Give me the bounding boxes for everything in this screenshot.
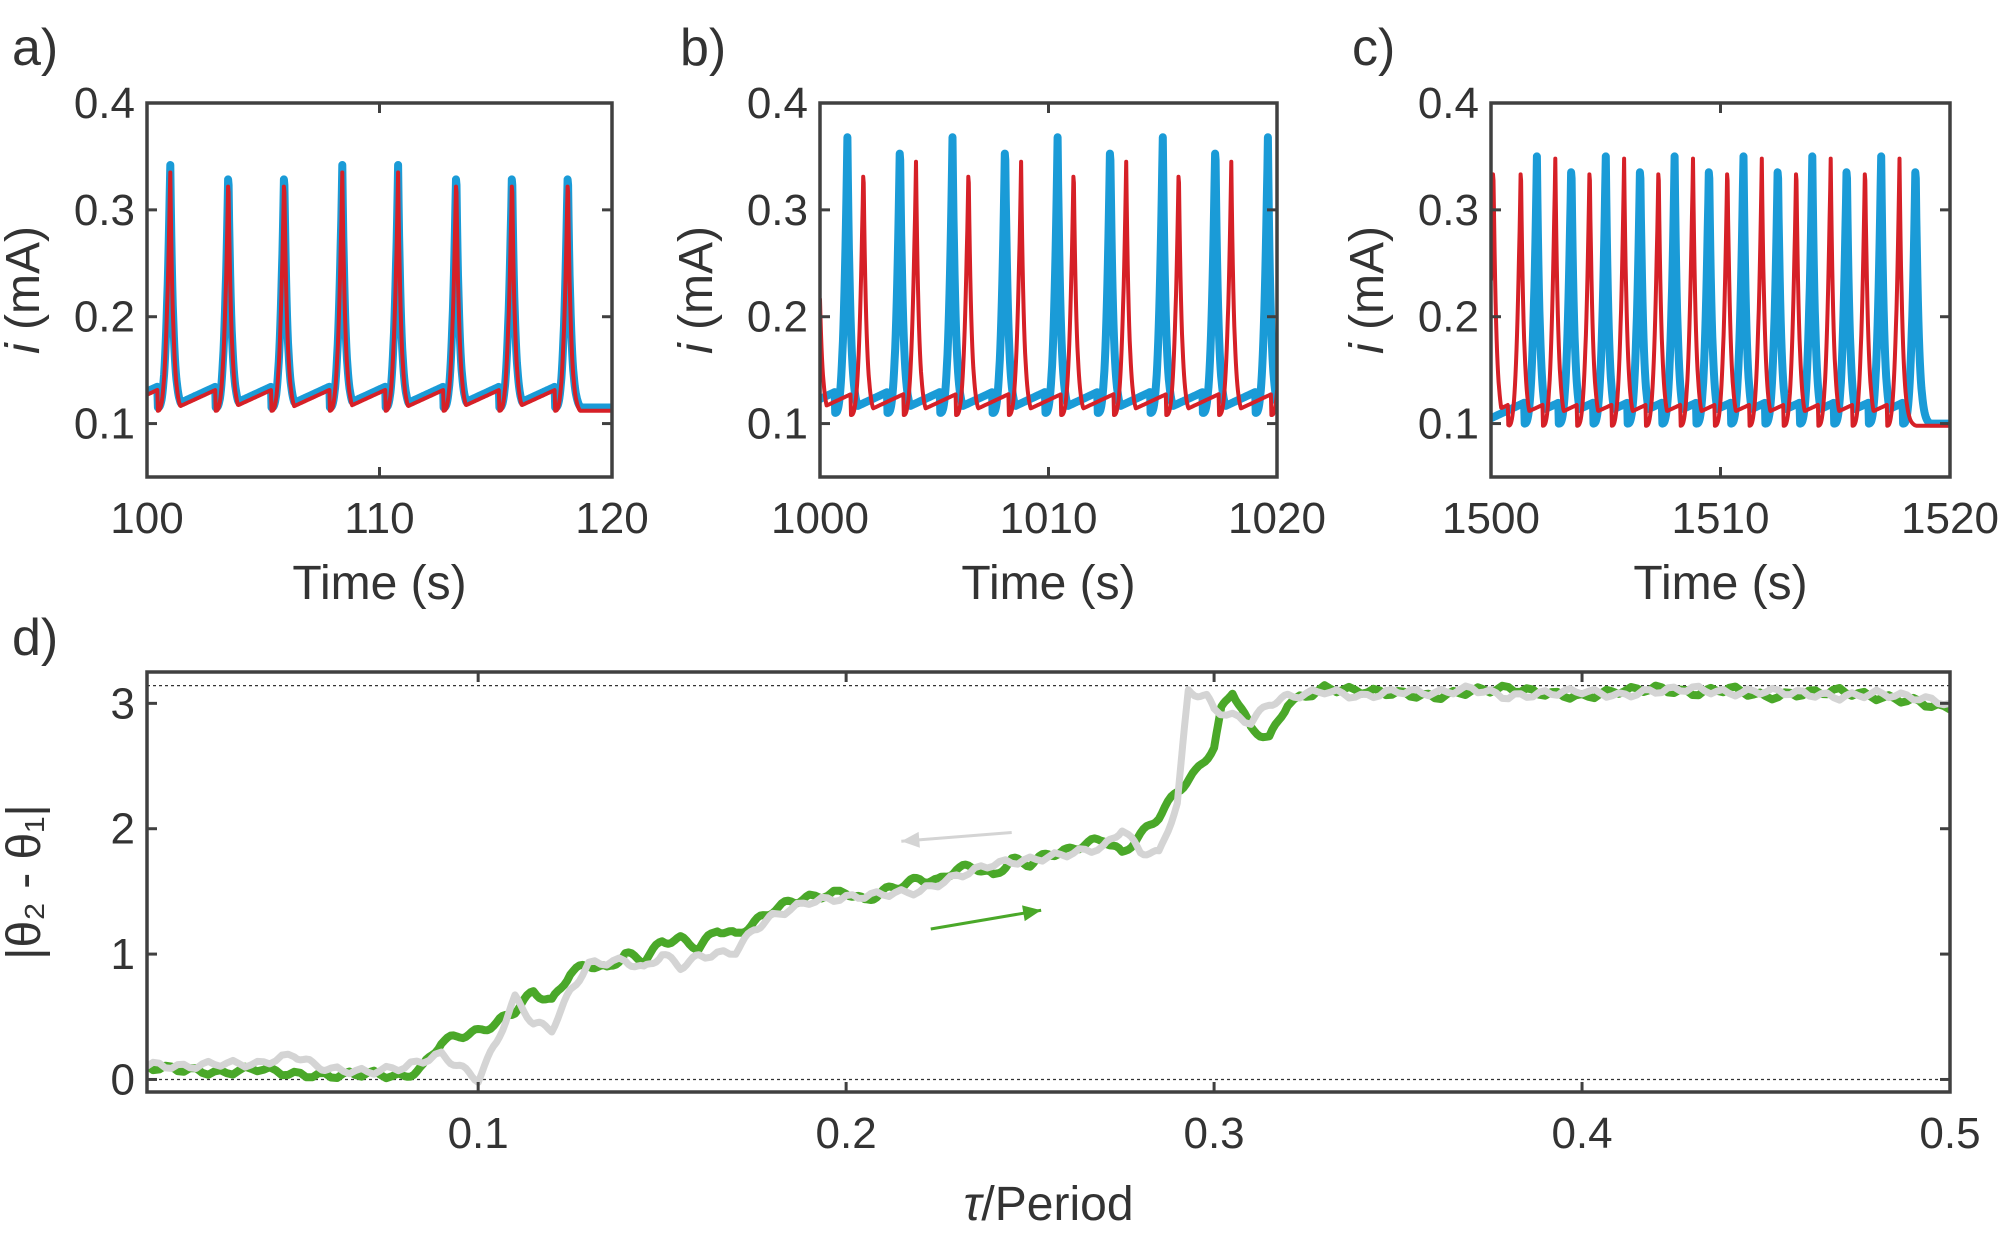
panel-label: c) [1352,19,1395,77]
x-tick-label: 1510 [1672,494,1770,543]
y-axis-label-symbol: i [670,342,723,354]
x-tick-label: 0.1 [448,1109,509,1158]
x-tick-label: 0.5 [1919,1109,1980,1158]
series-line-red [1491,156,1950,428]
series-line-blue [147,161,612,412]
series-line-red [820,159,1277,417]
y-tick-label: 0 [111,1055,135,1104]
y-axis-label-text: (mA) [1341,226,1394,343]
panel-label: b) [680,19,726,77]
arrow-gray [901,830,1012,848]
y-tick-label: 0.2 [74,293,135,342]
y-tick-label: 0.4 [747,79,808,128]
y-axis-label: |θ₂ - θ₁| [0,804,51,960]
y-axis-label: i (mA) [0,226,50,354]
x-tick-label: 1500 [1442,494,1540,543]
y-axis-label-symbol: i [0,342,50,354]
y-tick-label: 2 [111,805,135,854]
y-tick-label: 0.1 [74,400,135,449]
x-tick-label: 120 [575,494,648,543]
x-axis-label: Time (s) [961,557,1135,610]
x-axis-label-symbol: τ [963,1178,984,1231]
y-axis-label-text: (mA) [670,226,723,343]
y-tick-label: 1 [111,930,135,979]
panel-c: 1500 1510 1520 0.1 0.2 0.3 0.4 c) Time (s) i (mA) [1341,19,1999,610]
arrow-green [930,905,1042,931]
axes-box [145,670,1952,1094]
x-tick-label: 100 [110,494,183,543]
panel-label: a) [12,19,58,77]
y-tick-label: 0.1 [1418,400,1479,449]
y-axis-label-symbol: i [1341,342,1394,354]
y-tick-label: 0.2 [747,293,808,342]
x-axis-label: Time (s) [1633,557,1807,610]
x-axis-label: Time (s) [292,557,466,610]
y-tick-label: 0.3 [1418,186,1479,235]
y-tick-label: 0.4 [74,79,135,128]
y-tick-label: 0.2 [1418,293,1479,342]
y-axis-label-text: (mA) [0,226,50,343]
x-tick-label: 0.2 [816,1109,877,1158]
y-tick-label: 0.1 [747,400,808,449]
panel-label: d) [12,609,58,667]
x-tick-label: 0.3 [1183,1109,1244,1158]
x-tick-label: 1520 [1901,494,1999,543]
y-tick-label: 0.3 [74,186,135,235]
x-axis-label-text: /Period [981,1178,1133,1231]
panel-b: 1000 1010 1020 0.1 0.2 0.3 0.4 b) Time (s) i (mA) [670,19,1326,610]
x-tick-label: 1020 [1228,494,1326,543]
x-tick-label: 110 [344,494,414,543]
series-line-blue [820,133,1277,417]
x-axis-label: τ/Period [963,1178,1133,1231]
axes-box [145,101,614,479]
y-tick-label: 0.3 [747,186,808,235]
y-tick-label: 3 [111,679,135,728]
x-tick-label: 1010 [1000,494,1098,543]
series-line-red [147,170,612,413]
panel-d: 0.1 0.2 0.3 0.4 0.5 0 1 2 3 d) τ/Period |θ₂ - θ₁| [0,609,1981,1231]
series-line-green [147,681,1950,1083]
y-axis-label: i (mA) [670,226,723,354]
y-tick-label: 0.4 [1418,79,1479,128]
panel-a: 100 110 120 0.1 0.2 0.3 0.4 a) Time (s) i (mA) [0,19,649,610]
y-axis-label: i (mA) [1341,226,1394,354]
series-line-gray [147,682,1950,1086]
x-tick-label: 1000 [771,494,869,543]
x-tick-label: 0.4 [1551,1109,1612,1158]
